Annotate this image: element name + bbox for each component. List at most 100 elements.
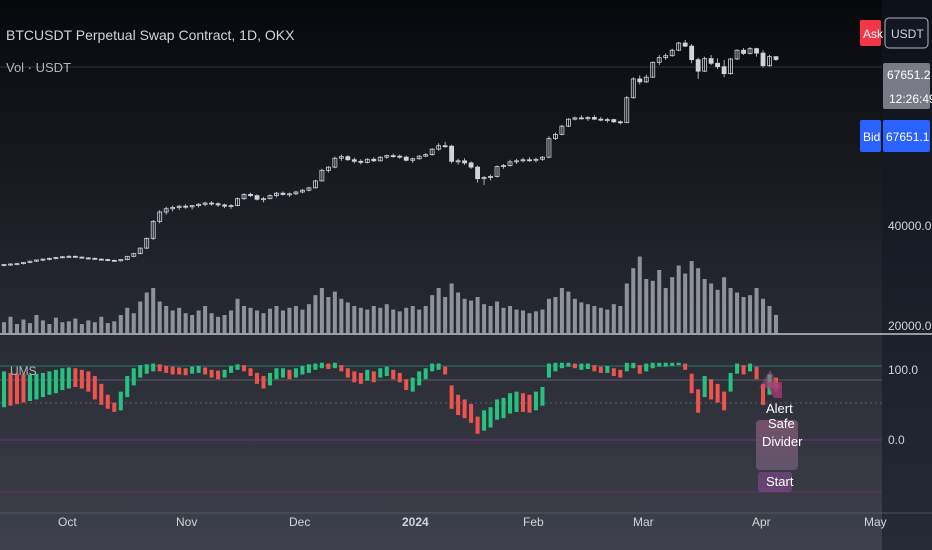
ums-bar xyxy=(235,364,240,370)
ums-bar xyxy=(696,389,701,413)
volume-bar xyxy=(423,306,428,333)
ums-bar xyxy=(391,369,396,380)
symbol-title[interactable]: BTCUSDT Perpetual Swap Contract, 1D, OKX xyxy=(6,27,295,43)
candle-body xyxy=(624,97,630,124)
volume-bar xyxy=(436,288,441,333)
ums-bar xyxy=(358,372,363,384)
candle-body xyxy=(578,117,584,120)
candle-body xyxy=(773,56,779,60)
candle-body xyxy=(14,263,20,266)
candle-body xyxy=(663,55,669,59)
volume-bar xyxy=(112,321,117,333)
volume-bar xyxy=(585,304,590,333)
candle-body xyxy=(111,259,117,262)
volume-bar xyxy=(73,318,78,333)
currency-button[interactable] xyxy=(884,17,929,49)
ums-bar xyxy=(417,371,422,386)
ums-bar xyxy=(144,364,149,374)
ums-bar xyxy=(384,366,389,377)
ums-bar xyxy=(14,373,19,405)
volume-bar xyxy=(345,302,350,333)
volume-bar xyxy=(131,313,136,333)
volume-bar xyxy=(99,316,104,333)
ums-bar xyxy=(657,362,662,367)
legend-divider: Divider xyxy=(762,434,803,449)
indicator-name[interactable]: UMS xyxy=(10,364,37,378)
ums-bar xyxy=(546,363,551,378)
volume-bar xyxy=(280,310,285,333)
candle-body xyxy=(728,58,733,75)
ask-badge[interactable] xyxy=(860,20,881,46)
volume-bar xyxy=(495,301,500,333)
ums-bar xyxy=(280,368,285,378)
candle-body xyxy=(27,260,33,263)
candle-body xyxy=(520,159,526,162)
volume-bar xyxy=(443,297,448,333)
candle-body xyxy=(410,158,416,161)
ums-bar xyxy=(676,362,681,366)
volume-bar xyxy=(469,300,474,333)
ums-bar xyxy=(579,363,584,370)
volume-bar xyxy=(546,298,551,333)
candle-body xyxy=(131,253,137,257)
candle-body xyxy=(734,49,740,60)
ums-bar xyxy=(540,386,545,406)
candle-body xyxy=(741,49,746,54)
divider-marker[interactable] xyxy=(756,420,798,470)
candle-body xyxy=(598,118,604,121)
ums-bar xyxy=(254,372,260,384)
candle-body xyxy=(364,158,370,163)
indicator-pane[interactable] xyxy=(0,335,882,513)
volume-bar xyxy=(144,292,149,333)
candle-body xyxy=(215,203,221,206)
volume-bar xyxy=(34,315,39,333)
volume-bar xyxy=(8,316,13,333)
ums-bar xyxy=(47,371,52,395)
candle-body xyxy=(157,211,163,222)
candle-body xyxy=(98,258,104,261)
candle-body xyxy=(507,161,513,166)
time-tick-may: May xyxy=(864,515,887,529)
ums-bar xyxy=(748,363,753,372)
ums-bar xyxy=(190,366,195,374)
candle-body xyxy=(767,56,772,67)
ums-bar xyxy=(287,369,292,380)
volume-bar xyxy=(735,292,740,333)
volume-bar xyxy=(378,307,383,333)
candle-body xyxy=(261,198,266,201)
volume-legend[interactable]: Vol · USDT xyxy=(6,60,71,75)
start-marker[interactable] xyxy=(758,472,792,492)
ums-bar xyxy=(514,391,519,412)
volume-bar xyxy=(306,304,311,333)
bid-badge[interactable] xyxy=(860,120,881,152)
volume-bar xyxy=(579,302,584,333)
candle-body xyxy=(540,156,545,160)
candle-body xyxy=(351,159,357,162)
candle-body xyxy=(384,155,390,158)
ums-bar xyxy=(501,397,506,419)
ums-bar xyxy=(306,364,311,373)
ums-bar xyxy=(397,372,402,383)
ums-bar xyxy=(118,391,123,411)
volume-bar xyxy=(105,323,110,333)
volume-bar xyxy=(164,306,169,333)
price-tick-40000: 40000.0 xyxy=(888,219,932,233)
candle-body xyxy=(280,192,286,195)
ums-bar xyxy=(365,369,370,381)
ums-bar xyxy=(735,363,740,374)
ums-bar xyxy=(761,383,766,405)
candle-body xyxy=(1,264,7,266)
volume-bar xyxy=(501,307,506,333)
time-tick-dec: Dec xyxy=(289,515,310,529)
volume-bar xyxy=(410,306,415,333)
ums-bar xyxy=(319,362,324,369)
ask-label: Ask xyxy=(863,27,884,41)
volume-bar xyxy=(533,311,538,333)
ums-bar xyxy=(34,373,39,400)
ums-bar xyxy=(611,368,616,377)
volume-bar xyxy=(488,306,493,333)
ums-bar xyxy=(488,407,493,428)
candle-body xyxy=(449,145,455,162)
